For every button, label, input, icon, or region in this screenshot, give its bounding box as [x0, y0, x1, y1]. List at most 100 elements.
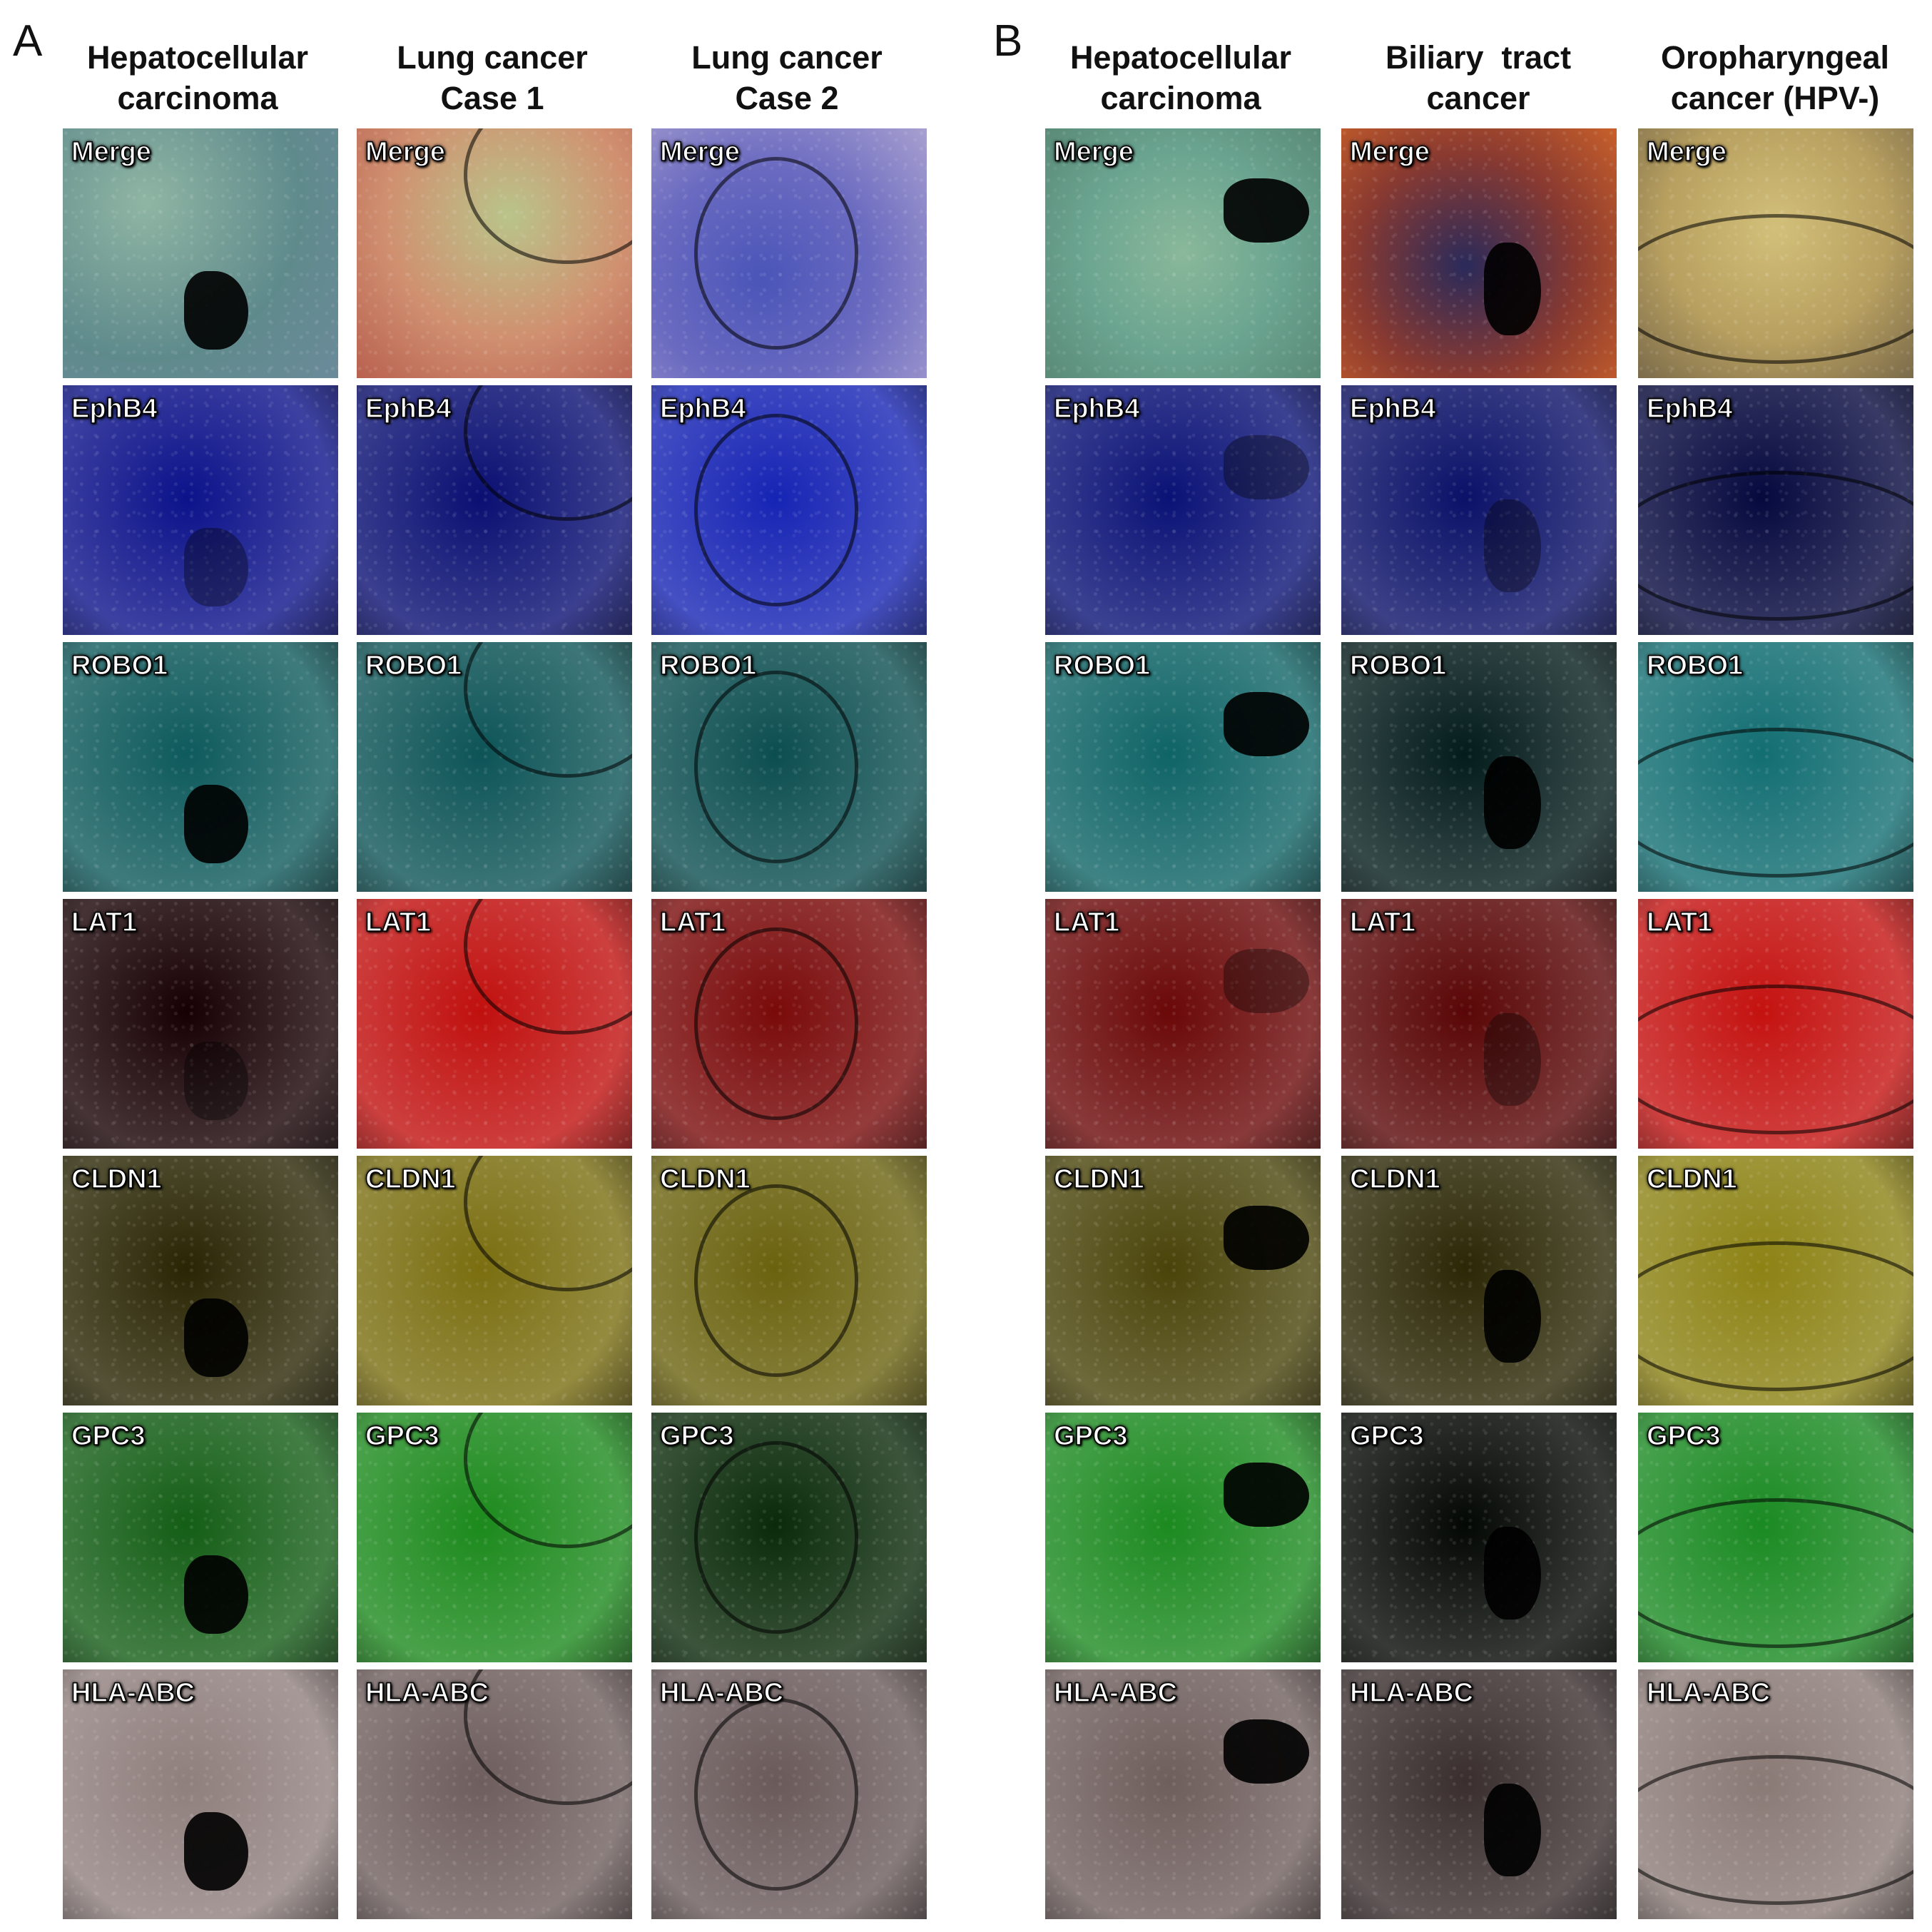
tissue-texture — [1045, 385, 1321, 635]
tile-image — [1341, 1156, 1617, 1405]
tissue-texture — [1045, 642, 1321, 892]
tile-ephb4-lung-case2: EphB4 — [651, 385, 927, 635]
marker-label: HLA-ABC — [1646, 1677, 1771, 1709]
tissue-texture — [1045, 128, 1321, 378]
tile-gpc3-oropharyngeal: GPC3 — [1638, 1413, 1913, 1662]
tile-image — [1045, 385, 1321, 635]
tissue-texture — [1045, 1156, 1321, 1405]
tile-image — [1341, 128, 1617, 378]
tissue-gap — [1224, 692, 1309, 756]
column-header-a2: Lung cancer Case 1 — [350, 37, 635, 118]
marker-label: LAT1 — [1053, 907, 1120, 938]
tile-merge-hcc-a: Merge — [63, 128, 338, 378]
marker-label: LAT1 — [1646, 907, 1713, 938]
marker-label: HLA-ABC — [1053, 1677, 1178, 1709]
tile-cldn1-lung-case1: CLDN1 — [357, 1156, 632, 1405]
tissue-boundary — [1638, 1755, 1913, 1905]
marker-label: Merge — [1053, 136, 1134, 168]
tissue-gap — [184, 271, 248, 350]
column-header-line2: carcinoma — [117, 80, 278, 116]
tissue-gap — [1224, 435, 1309, 499]
tissue-texture — [1341, 1413, 1617, 1662]
marker-label: GPC3 — [1053, 1420, 1128, 1452]
tile-hla-abc-hcc-b: HLA-ABC — [1045, 1669, 1321, 1919]
tile-robo1-lung-case2: ROBO1 — [651, 642, 927, 892]
column-header-line2: cancer (HPV-) — [1670, 80, 1880, 116]
tile-ephb4-hcc-b: EphB4 — [1045, 385, 1321, 635]
column-header-line1: Hepatocellular — [1069, 39, 1292, 76]
panel-letter-b: B — [993, 16, 1023, 66]
tissue-texture — [1341, 899, 1617, 1149]
tissue-texture — [1045, 1669, 1321, 1919]
marker-label: ROBO1 — [1053, 650, 1151, 681]
tile-ephb4-lung-case1: EphB4 — [357, 385, 632, 635]
marker-label: Merge — [1349, 136, 1430, 168]
column-header-line1: Lung cancer — [691, 39, 883, 76]
tissue-gap — [1484, 1527, 1541, 1620]
tile-hla-abc-biliary: HLA-ABC — [1341, 1669, 1617, 1919]
tile-gpc3-lung-case1: GPC3 — [357, 1413, 632, 1662]
tissue-boundary — [694, 1184, 858, 1377]
tissue-boundary — [694, 1698, 858, 1891]
column-header-b1: Hepatocellular carcinoma — [1038, 37, 1323, 118]
tissue-texture — [1341, 642, 1617, 892]
tile-image — [1341, 1413, 1617, 1662]
tissue-texture — [1045, 1413, 1321, 1662]
column-header-a3: Lung cancer Case 2 — [644, 37, 930, 118]
marker-label: CLDN1 — [1053, 1164, 1144, 1195]
marker-label: LAT1 — [71, 907, 138, 938]
column-header-line1: Lung cancer — [397, 39, 588, 76]
tissue-gap — [184, 1042, 248, 1120]
tissue-boundary — [1638, 1498, 1913, 1648]
marker-label: EphB4 — [1053, 393, 1140, 424]
column-header-line2: carcinoma — [1100, 80, 1261, 116]
tissue-gap — [1224, 178, 1309, 243]
tile-hla-abc-lung-case2: HLA-ABC — [651, 1669, 927, 1919]
tissue-boundary — [1638, 1241, 1913, 1391]
tile-lat1-hcc-b: LAT1 — [1045, 899, 1321, 1149]
tile-gpc3-hcc-b: GPC3 — [1045, 1413, 1321, 1662]
marker-label: CLDN1 — [1349, 1164, 1440, 1195]
tile-image — [1341, 385, 1617, 635]
panel-letter-a: A — [13, 16, 43, 66]
tissue-gap — [1484, 1784, 1541, 1876]
marker-label: GPC3 — [365, 1420, 439, 1452]
marker-label: Merge — [365, 136, 445, 168]
marker-label: CLDN1 — [365, 1164, 456, 1195]
marker-label: ROBO1 — [365, 650, 462, 681]
tissue-boundary — [1638, 728, 1913, 878]
tile-lat1-oropharyngeal: LAT1 — [1638, 899, 1913, 1149]
column-header-line1: Biliary tract — [1385, 39, 1572, 76]
tile-image — [1045, 642, 1321, 892]
tissue-gap — [1224, 1206, 1309, 1270]
tile-merge-lung-case2: Merge — [651, 128, 927, 378]
tissue-gap — [184, 1298, 248, 1377]
marker-label: EphB4 — [659, 393, 746, 424]
tissue-gap — [1224, 1719, 1309, 1784]
tile-robo1-hcc-b: ROBO1 — [1045, 642, 1321, 892]
tile-cldn1-hcc-a: CLDN1 — [63, 1156, 338, 1405]
marker-label: LAT1 — [1349, 907, 1416, 938]
tile-gpc3-lung-case2: GPC3 — [651, 1413, 927, 1662]
marker-label: CLDN1 — [659, 1164, 751, 1195]
tile-gpc3-hcc-a: GPC3 — [63, 1413, 338, 1662]
tissue-texture — [1341, 1669, 1617, 1919]
tissue-gap — [1484, 243, 1541, 335]
tile-ephb4-biliary: EphB4 — [1341, 385, 1617, 635]
tissue-boundary — [694, 157, 858, 350]
marker-label: LAT1 — [365, 907, 432, 938]
marker-label: CLDN1 — [71, 1164, 162, 1195]
marker-label: GPC3 — [659, 1420, 734, 1452]
tissue-boundary — [694, 1441, 858, 1634]
tile-image — [1045, 899, 1321, 1149]
column-header-b2: Biliary tract cancer — [1336, 37, 1621, 118]
tissue-texture — [1341, 1156, 1617, 1405]
tile-merge-biliary: Merge — [1341, 128, 1617, 378]
tile-ephb4-oropharyngeal: EphB4 — [1638, 385, 1913, 635]
marker-label: Merge — [71, 136, 151, 168]
column-header-line2: Case 1 — [440, 80, 544, 116]
tissue-texture — [63, 899, 338, 1149]
marker-label: HLA-ABC — [1349, 1677, 1474, 1709]
tissue-gap — [184, 1812, 248, 1891]
